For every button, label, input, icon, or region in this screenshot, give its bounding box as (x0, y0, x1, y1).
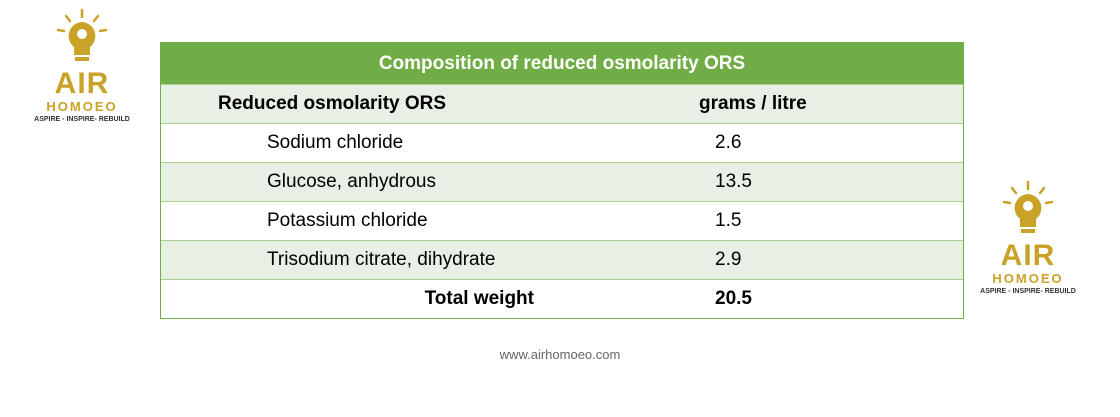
header-row: Reduced osmolarity ORS grams / litre (161, 84, 963, 123)
row: Potassium chloride 1.5 (161, 201, 963, 240)
cell: 2.9 (715, 249, 742, 270)
cell: Trisodium citrate, dihydrate (267, 249, 496, 270)
logo-brand: AIR (54, 67, 110, 100)
cell: 20.5 (715, 288, 752, 309)
logo: AIR HOMOEO ASPIRE - INSPIRE- REBUILD (978, 180, 1078, 297)
logo-tagline: ASPIRE - INSPIRE- REBUILD (980, 288, 1076, 295)
cell: 1.5 (715, 210, 742, 231)
table-title: Composition of reduced osmolarity ORS (161, 43, 963, 84)
logo-icon (1002, 180, 1054, 233)
row: Glucose, anhydrous 13.5 (161, 162, 963, 201)
logo-name: HOMOEO (992, 271, 1064, 286)
logo-tagline: ASPIRE - INSPIRE- REBUILD (34, 116, 130, 123)
header-cell: grams / litre (699, 93, 807, 114)
logo-brand: AIR (1000, 239, 1056, 272)
table: Composition of reduced osmolarity ORS Re… (160, 42, 964, 319)
logo: AIR HOMOEO ASPIRE - INSPIRE- REBUILD (32, 8, 132, 125)
logo-name: HOMOEO (46, 99, 118, 114)
total-row: Total weight 20.5 (161, 279, 963, 318)
cell: 13.5 (715, 171, 752, 192)
cell: Total weight (424, 288, 534, 309)
logo-icon (56, 8, 108, 61)
header-cell: Reduced osmolarity ORS (218, 93, 447, 114)
cell: Glucose, anhydrous (267, 171, 436, 192)
cell: Sodium chloride (267, 132, 404, 153)
row: Sodium chloride 2.6 (161, 123, 963, 162)
footer: www.airhomoeo.com (499, 347, 621, 362)
row: Trisodium citrate, dihydrate 2.9 (161, 240, 963, 279)
cell: Potassium chloride (267, 210, 428, 231)
cell: 2.6 (715, 132, 742, 153)
